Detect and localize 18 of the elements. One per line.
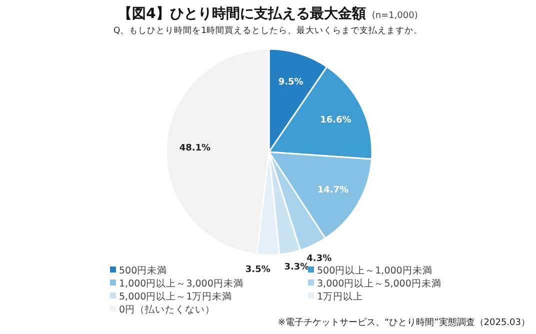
data-label: 4.3% xyxy=(306,254,332,264)
legend-label: 1,000円以上～3,000円未満 xyxy=(119,277,244,290)
data-label: 3.3% xyxy=(284,262,310,273)
text: Q、もしひとり時間を1時間買えるとしたら、最大いくらまで支払えますか。 xyxy=(113,25,423,36)
data-label: 16.6% xyxy=(320,116,352,126)
data-label: 14.7% xyxy=(317,186,349,196)
legend-label: 0円（払いたくない） xyxy=(119,303,216,316)
chart-subtitle: (n=1,000) xyxy=(372,11,418,21)
data-label: 3.5% xyxy=(245,265,270,276)
legend-label: 500円以上～1,000円未満 xyxy=(317,264,432,276)
legend-label: 5,000円以上～1万円未満 xyxy=(119,290,232,302)
data-label: 9.5% xyxy=(278,77,304,88)
legend-label: 1万円以上 xyxy=(317,290,364,302)
data-label: 48.1% xyxy=(179,144,211,154)
legend-label: 3,000円以上～5,000円未満 xyxy=(317,277,442,290)
legend-label: 500円未満 xyxy=(119,264,168,276)
text: ※電子チケットサービス、“ひとり時間”実態調査（2025.03） xyxy=(278,317,530,328)
chart-title: 【図4】ひとり時間に支払える最大金額 xyxy=(118,5,366,22)
